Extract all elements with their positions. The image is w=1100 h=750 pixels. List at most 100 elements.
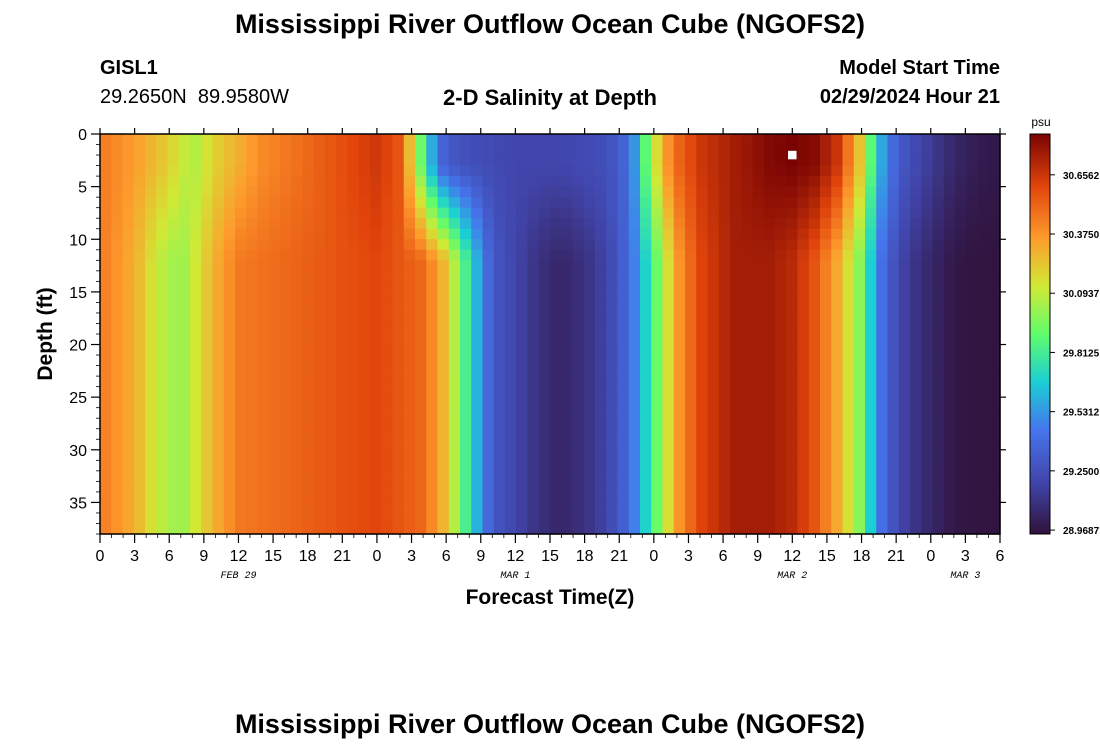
heatmap-cell <box>921 439 934 451</box>
heatmap-cell <box>583 365 596 377</box>
heatmap-cell <box>910 218 922 230</box>
heatmap-cell <box>606 218 619 230</box>
heatmap-cell <box>145 376 157 388</box>
heatmap-cell <box>313 428 326 440</box>
heatmap-cell <box>505 197 517 209</box>
heatmap-cell <box>302 418 315 430</box>
heatmap-cell <box>797 481 810 493</box>
heatmap-cell <box>887 281 900 293</box>
heatmap-cell <box>718 197 731 209</box>
heatmap-cell <box>437 312 450 325</box>
heatmap-cell <box>415 460 427 472</box>
heatmap-cell <box>538 449 551 461</box>
heatmap-cell <box>786 281 799 293</box>
heatmap-cell <box>842 249 855 261</box>
heatmap-cell <box>662 249 675 261</box>
heatmap-cell <box>460 228 472 240</box>
heatmap-cell <box>550 207 562 219</box>
heatmap-cell <box>797 460 810 472</box>
heatmap-cell <box>595 134 607 146</box>
heatmap-cell <box>898 334 911 346</box>
heatmap-cell <box>426 186 439 198</box>
heatmap-cell <box>100 523 112 535</box>
heatmap-cell <box>347 260 360 272</box>
heatmap-cell <box>673 439 686 451</box>
heatmap-cell <box>178 260 191 272</box>
heatmap-cell <box>730 186 742 198</box>
heatmap-cell <box>347 470 360 482</box>
heatmap-cell <box>381 334 394 346</box>
heatmap-cell <box>403 281 416 293</box>
heatmap-cell <box>313 281 326 293</box>
heatmap-cell <box>223 470 236 482</box>
heatmap-cell <box>111 186 124 198</box>
heatmap-cell <box>820 376 832 388</box>
heatmap-cell <box>808 249 821 261</box>
heatmap-cell <box>775 176 787 188</box>
heatmap-cell <box>932 449 945 461</box>
heatmap-cell <box>786 376 799 388</box>
heatmap-cell <box>302 344 315 356</box>
heatmap-cell <box>505 418 517 430</box>
heatmap-cell <box>358 428 371 440</box>
heatmap-cell <box>820 407 832 419</box>
heatmap-cell <box>797 270 810 282</box>
heatmap-cell <box>977 365 990 377</box>
heatmap-cell <box>707 491 720 504</box>
heatmap-cell <box>685 491 697 504</box>
heatmap-cell <box>280 144 292 156</box>
heatmap-cell <box>257 228 270 240</box>
heatmap-cell <box>910 481 922 493</box>
heatmap-cell <box>752 449 765 461</box>
heatmap-cell <box>977 176 990 188</box>
heatmap-cell <box>673 239 686 251</box>
heatmap-cell <box>201 228 214 240</box>
heatmap-cell <box>516 470 529 482</box>
heatmap-cell <box>358 512 371 525</box>
heatmap-cell <box>730 365 742 377</box>
heatmap-cell <box>538 270 551 282</box>
heatmap-cell <box>595 523 607 535</box>
heatmap-cell <box>426 512 439 525</box>
heatmap-cell <box>820 397 832 409</box>
heatmap-cell <box>527 481 540 493</box>
heatmap-cell <box>651 439 664 451</box>
heatmap-cell <box>628 134 641 146</box>
heatmap-cell <box>617 512 630 525</box>
heatmap-cell <box>370 165 382 177</box>
heatmap-cell <box>415 376 427 388</box>
heatmap-cell <box>583 239 596 251</box>
x-tick-label: 12 <box>506 548 524 565</box>
heatmap-cell <box>988 512 1001 525</box>
heatmap-cell <box>538 155 551 167</box>
heatmap-cell <box>808 197 821 209</box>
heatmap-cell <box>291 134 304 146</box>
heatmap-cell <box>325 291 337 304</box>
heatmap-cell <box>246 418 259 430</box>
heatmap-cell <box>403 228 416 240</box>
heatmap-cell <box>741 312 754 325</box>
heatmap-cell <box>808 165 821 177</box>
heatmap-cell <box>167 302 180 314</box>
heatmap-cell <box>775 291 787 304</box>
heatmap-cell <box>898 502 911 514</box>
heatmap-cell <box>212 207 225 219</box>
heatmap-cell <box>628 218 641 230</box>
heatmap-cell <box>876 302 889 314</box>
heatmap-cell <box>122 312 135 325</box>
heatmap-cell <box>392 134 405 146</box>
heatmap-cell <box>966 176 979 188</box>
heatmap-cell <box>145 165 157 177</box>
heatmap-cell <box>302 428 315 440</box>
heatmap-cell <box>910 249 922 261</box>
heatmap-cell <box>865 386 877 398</box>
heatmap-cell <box>223 428 236 440</box>
heatmap-cell <box>493 386 506 398</box>
heatmap-cell <box>572 344 585 356</box>
heatmap-cell <box>156 291 169 304</box>
heatmap-cell <box>932 165 945 177</box>
heatmap-cell <box>595 386 607 398</box>
heatmap-cell <box>527 376 540 388</box>
heatmap-cell <box>268 365 281 377</box>
heatmap-cell <box>820 460 832 472</box>
